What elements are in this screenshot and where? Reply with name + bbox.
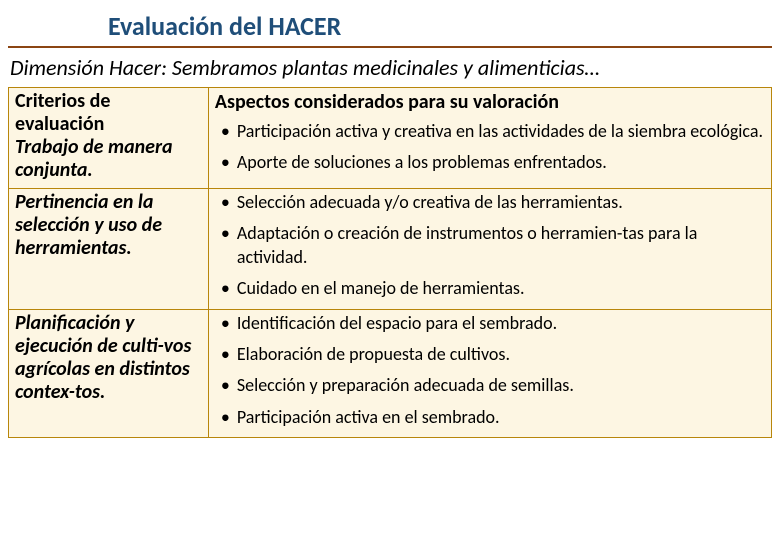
list-item: Cuidado en el manejo de herramientas. (215, 277, 765, 300)
list-item: Selección adecuada y/o creativa de las h… (215, 191, 765, 214)
criteria-header: Criterios de evaluación (15, 90, 202, 136)
aspects-list: Selección adecuada y/o creativa de las h… (215, 191, 765, 301)
list-item: Identificación del espacio para el sembr… (215, 312, 765, 335)
evaluation-table: Criterios de evaluación Trabajo de maner… (8, 87, 772, 438)
table-row: Pertinencia en la selección y uso de her… (9, 189, 772, 310)
table-row: Planificación y ejecución de culti-vos a… (9, 309, 772, 438)
criteria-text: Trabajo de manera conjunta. (15, 136, 202, 182)
list-item: Selección y preparación adecuada de semi… (215, 374, 765, 397)
criteria-cell: Planificación y ejecución de culti-vos a… (9, 309, 209, 438)
header-cell-left: Criterios de evaluación Trabajo de maner… (9, 88, 209, 189)
table-row: Criterios de evaluación Trabajo de maner… (9, 88, 772, 189)
list-item: Aporte de soluciones a los problemas enf… (215, 151, 765, 174)
header-cell-right: Aspectos considerados para su valoración… (208, 88, 771, 189)
aspects-cell: Selección adecuada y/o creativa de las h… (208, 189, 771, 310)
aspects-header: Aspectos considerados para su valoración (215, 90, 765, 114)
list-item: Participación activa y creativa en las a… (215, 120, 765, 143)
aspects-list: Participación activa y creativa en las a… (215, 120, 765, 175)
criteria-text: Planificación y ejecución de culti-vos a… (15, 312, 202, 404)
slide-container: Evaluación del HACER Dimensión Hacer: Se… (0, 0, 780, 438)
list-item: Elaboración de propuesta de cultivos. (215, 343, 765, 366)
aspects-cell: Identificación del espacio para el sembr… (208, 309, 771, 438)
list-item: Adaptación o creación de instrumentos o … (215, 222, 765, 269)
criteria-text: Pertinencia en la selección y uso de her… (15, 191, 202, 260)
slide-subtitle: Dimensión Hacer: Sembramos plantas medic… (0, 52, 780, 87)
slide-title: Evaluación del HACER (8, 8, 772, 48)
criteria-cell: Pertinencia en la selección y uso de her… (9, 189, 209, 310)
aspects-list: Identificación del espacio para el sembr… (215, 312, 765, 430)
list-item: Participación activa en el sembrado. (215, 406, 765, 429)
